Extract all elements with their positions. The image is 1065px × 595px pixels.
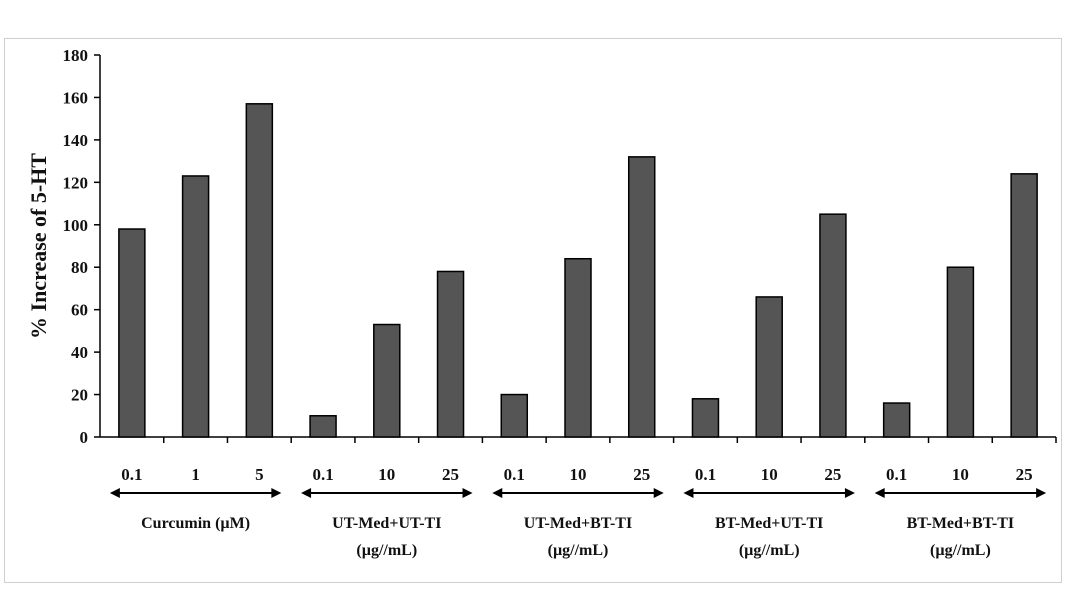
x-tick-label: 1 xyxy=(191,465,200,484)
bar xyxy=(500,393,529,438)
bar xyxy=(691,398,720,438)
x-tick-label: 25 xyxy=(1016,465,1033,484)
x-tick-label: 0.1 xyxy=(695,465,716,484)
arrow-head-left xyxy=(492,488,503,498)
group-unit-label: (µg//mL) xyxy=(356,542,417,559)
y-tick-label: 180 xyxy=(63,46,89,65)
bar xyxy=(373,323,401,438)
y-tick-label: 120 xyxy=(63,173,89,192)
group-unit-label: (µg//mL) xyxy=(739,542,800,559)
y-axis-label-group: % Increase of 5-HT xyxy=(26,153,51,339)
x-tick-label: 0.1 xyxy=(504,465,525,484)
arrow-head-left xyxy=(301,488,312,498)
bar xyxy=(819,213,847,438)
x-tick-label: 5 xyxy=(255,465,264,484)
y-tick-label: 160 xyxy=(63,88,89,107)
bar xyxy=(309,415,337,438)
x-tick-label: 25 xyxy=(633,465,650,484)
arrow-head-left xyxy=(109,488,120,498)
arrow-head-right xyxy=(271,488,282,498)
arrow-head-left xyxy=(874,488,885,498)
x-tick-label: 10 xyxy=(761,465,778,484)
x-tick-label: 10 xyxy=(570,465,587,484)
y-tick-label: 60 xyxy=(71,301,88,320)
x-tick-label: 25 xyxy=(442,465,459,484)
group-label: BT-Med+UT-TI xyxy=(715,515,823,532)
bar xyxy=(245,103,274,438)
chart-frame xyxy=(4,38,1062,583)
y-tick-label: 140 xyxy=(63,131,89,150)
bar xyxy=(755,296,783,438)
bar xyxy=(118,228,146,438)
x-tick-label: 10 xyxy=(378,465,395,484)
group-label: Curcumin (µM) xyxy=(141,515,250,532)
bar xyxy=(882,402,911,438)
bar xyxy=(436,270,465,438)
x-tick-label: 25 xyxy=(824,465,841,484)
x-tick-label: 10 xyxy=(952,465,969,484)
arrow-head-right xyxy=(462,488,473,498)
x-tick-label: 0.1 xyxy=(886,465,907,484)
y-tick-label: 0 xyxy=(80,428,89,447)
group-unit-label: (µg//mL) xyxy=(548,542,609,559)
bar xyxy=(1010,173,1038,438)
labels: 0 20 40 60 80 100 120 140 160 180 0.1 1 5 Curcumin (µ… xyxy=(63,46,1033,559)
group-label: UT-Med+UT-TI xyxy=(332,515,441,532)
group-unit-label: (µg//mL) xyxy=(930,542,991,559)
arrow-head-right xyxy=(653,488,664,498)
arrow-head-right xyxy=(844,488,855,498)
x-tick-label: 0.1 xyxy=(312,465,333,484)
bar xyxy=(627,156,656,438)
bar xyxy=(946,266,975,438)
y-tick-label: 80 xyxy=(71,258,88,277)
group-label: UT-Med+BT-TI xyxy=(524,515,632,532)
bars xyxy=(118,103,1038,438)
arrow-head-right xyxy=(1036,488,1047,498)
bar xyxy=(564,257,592,438)
arrow-head-left xyxy=(683,488,694,498)
y-tick-label: 100 xyxy=(63,216,89,235)
y-axis-label: % Increase of 5-HT xyxy=(26,153,51,339)
x-tick-label: 0.1 xyxy=(121,465,142,484)
y-tick-label: 20 xyxy=(71,386,88,405)
y-tick-label: 40 xyxy=(71,343,88,362)
bar xyxy=(181,175,210,438)
group-label: BT-Med+BT-TI xyxy=(907,515,1015,532)
